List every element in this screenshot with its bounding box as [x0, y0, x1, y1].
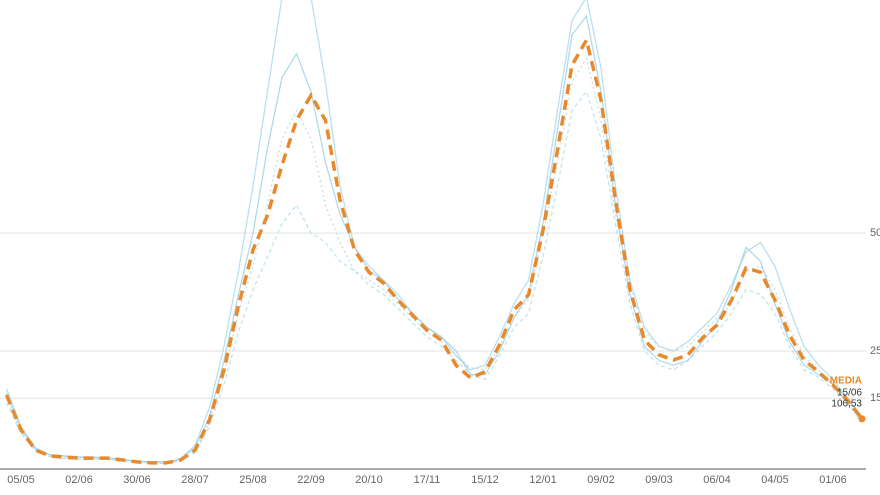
x-tick-label: 01/06 [819, 474, 847, 486]
y-tick-label: 150 [870, 392, 880, 404]
x-tick-label: 22/09 [297, 474, 325, 486]
region-line [5, 90, 863, 464]
x-tick-label: 09/02 [587, 474, 615, 486]
x-tick-label: 30/06 [123, 474, 151, 486]
x-tick-label: 12/01 [529, 474, 557, 486]
x-tick-label: 17/11 [414, 474, 441, 486]
median-line [4, 35, 864, 465]
lines [4, 0, 866, 465]
x-tick-label: 15/12 [471, 474, 499, 486]
y-tick-label: 500 [870, 227, 880, 239]
x-tick-label: 25/08 [239, 474, 267, 486]
end-date: 15/06 [837, 387, 862, 398]
x-tick-label: 09/03 [645, 474, 673, 486]
x-tick-label: 02/06 [65, 474, 93, 486]
x-tick-label: 05/05 [7, 474, 35, 486]
x-tick-label: 28/07 [181, 474, 209, 486]
region-line [5, 56, 863, 464]
labels: 150 250 500 05/05 02/06 30/06 28/07 25/08 22/09 2… [7, 227, 880, 486]
series-label: MEDIA [830, 375, 862, 386]
region-line [5, 0, 863, 464]
x-tick-label: 20/10 [355, 474, 383, 486]
region-line [5, 14, 863, 463]
y-tick-label: 250 [870, 345, 880, 357]
value-label: 106,53 [831, 398, 862, 409]
x-tick-label: 04/05 [761, 474, 789, 486]
x-tick-label: 06/04 [703, 474, 731, 486]
grid [0, 232, 866, 399]
end-point [858, 415, 866, 423]
